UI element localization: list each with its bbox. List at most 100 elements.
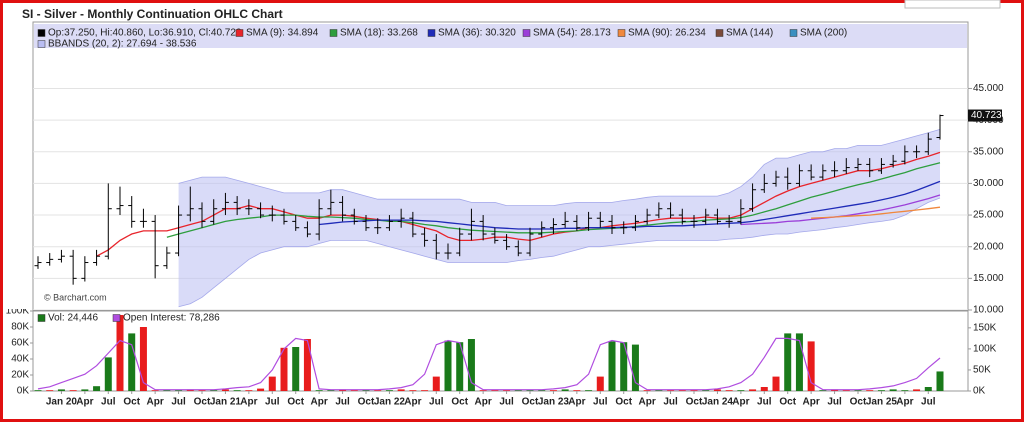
volume-bar — [257, 388, 265, 391]
volume-bar — [327, 390, 335, 391]
x-tick-label: Oct — [358, 397, 375, 408]
volume-bar — [198, 390, 206, 391]
volume-bar — [233, 390, 241, 391]
volume-bar — [210, 390, 218, 391]
volume-bar — [163, 390, 171, 391]
legend-ohlc: Op:37.250, Hi:40.860, Lo:36.910, Cl:40.7… — [48, 28, 242, 39]
legend-item: Vol: 24,446 — [48, 313, 98, 324]
x-tick-label: Apr — [240, 397, 257, 408]
volume-bar — [620, 342, 628, 391]
x-tick-label: Oct — [850, 397, 867, 408]
x-tick-label: Apr — [568, 397, 585, 408]
volume-bar — [479, 390, 487, 391]
top-button[interactable] — [904, 0, 1001, 9]
volume-bar — [280, 347, 288, 391]
legend-bands: BBANDS (20, 2): 27.694 - 38.536 — [48, 39, 197, 50]
legend-band — [34, 24, 967, 48]
volume-bar — [678, 390, 686, 391]
y2-tick-label: 150K — [973, 322, 997, 333]
x-tick-label: Oct — [451, 397, 468, 408]
legend-swatch — [37, 314, 46, 322]
x-tick-label: Jan 20 — [46, 397, 78, 408]
y2-tick-label: 50K — [973, 365, 991, 376]
volume-bar — [268, 376, 276, 391]
x-tick-label: Oct — [123, 397, 140, 408]
volume-bar — [175, 390, 183, 391]
volume-bar — [596, 376, 604, 391]
bollinger-band — [178, 129, 941, 307]
legend-item: SMA (144) — [726, 28, 773, 39]
x-tick-label: Jan 22 — [374, 397, 406, 408]
volume-bar — [432, 376, 440, 391]
volume-bar — [421, 390, 429, 391]
volume-bar — [784, 333, 792, 391]
x-tick-label: Jul — [499, 397, 514, 408]
volume-bar — [303, 339, 311, 391]
volume-bar — [936, 371, 944, 391]
legend-item: Open Interest: 78,286 — [123, 313, 220, 324]
volume-bar — [245, 390, 253, 391]
volume-bar — [760, 387, 768, 391]
volume-bar — [34, 390, 42, 391]
volume-bar — [702, 390, 710, 391]
volume-bar — [866, 390, 874, 391]
volume-bar — [350, 390, 358, 391]
sma-line — [811, 206, 941, 219]
x-tick-label: Jul — [663, 397, 678, 408]
volume-bar — [655, 390, 663, 391]
legend-item-swatch — [715, 29, 724, 37]
x-tick-label: Jul — [429, 397, 444, 408]
x-tick-label: Jul — [265, 397, 280, 408]
last-price-label: 40.723 — [971, 110, 1002, 121]
volume-bar — [491, 390, 499, 391]
volume-bar — [93, 386, 101, 391]
volume-bar — [889, 389, 897, 391]
y-tick-label: 0K — [17, 386, 30, 397]
legend-item-swatch — [427, 29, 436, 37]
volume-bar — [104, 357, 112, 391]
volume-bar — [128, 333, 136, 391]
volume-bar — [924, 387, 932, 391]
legend-swatch — [112, 314, 121, 322]
volume-bar — [151, 390, 159, 391]
x-tick-label: Oct — [779, 397, 796, 408]
legend-item: SMA (200) — [800, 28, 847, 39]
legend-item: SMA (54): 28.173 — [533, 28, 611, 39]
volume-bar — [46, 390, 54, 391]
y-tick-label: 15.000 — [973, 273, 1004, 284]
x-tick-label: Apr — [147, 397, 164, 408]
volume-bar — [631, 344, 639, 391]
volume-bar — [221, 389, 229, 391]
legend-ohlc-swatch — [37, 29, 46, 37]
volume-bar — [397, 389, 405, 391]
volume-bar — [842, 390, 850, 391]
volume-bar — [561, 389, 569, 391]
price-plot — [33, 87, 968, 310]
y-tick-label: 20.000 — [973, 241, 1004, 252]
x-tick-label: Jan 21 — [210, 397, 242, 408]
y2-tick-label: 100K — [973, 344, 997, 355]
y-tick-label: 80K — [11, 322, 29, 333]
x-tick-label: Apr — [896, 397, 913, 408]
last-price-tag — [968, 109, 1002, 122]
volume-bar — [549, 390, 557, 391]
x-tick-label: Jul — [921, 397, 936, 408]
x-tick-label: Jul — [593, 397, 608, 408]
volume-bar — [737, 390, 745, 391]
volume-bar — [690, 390, 698, 391]
volume-bar — [362, 390, 370, 391]
volume-bar — [526, 390, 534, 391]
volume-bar — [444, 340, 452, 391]
legend-item-swatch — [522, 29, 531, 37]
volume-bar — [877, 390, 885, 391]
volume-bar — [608, 341, 616, 391]
volume-bar — [57, 389, 65, 391]
volume-bar — [854, 390, 862, 391]
legend-item-swatch — [617, 29, 626, 37]
volume-bar — [292, 347, 300, 391]
volume-bar — [749, 389, 757, 391]
y-tick-label: 60K — [11, 338, 29, 349]
x-tick-label: Oct — [194, 397, 211, 408]
sma-line — [319, 180, 941, 230]
y-tick-label: 45.000 — [973, 83, 1004, 94]
